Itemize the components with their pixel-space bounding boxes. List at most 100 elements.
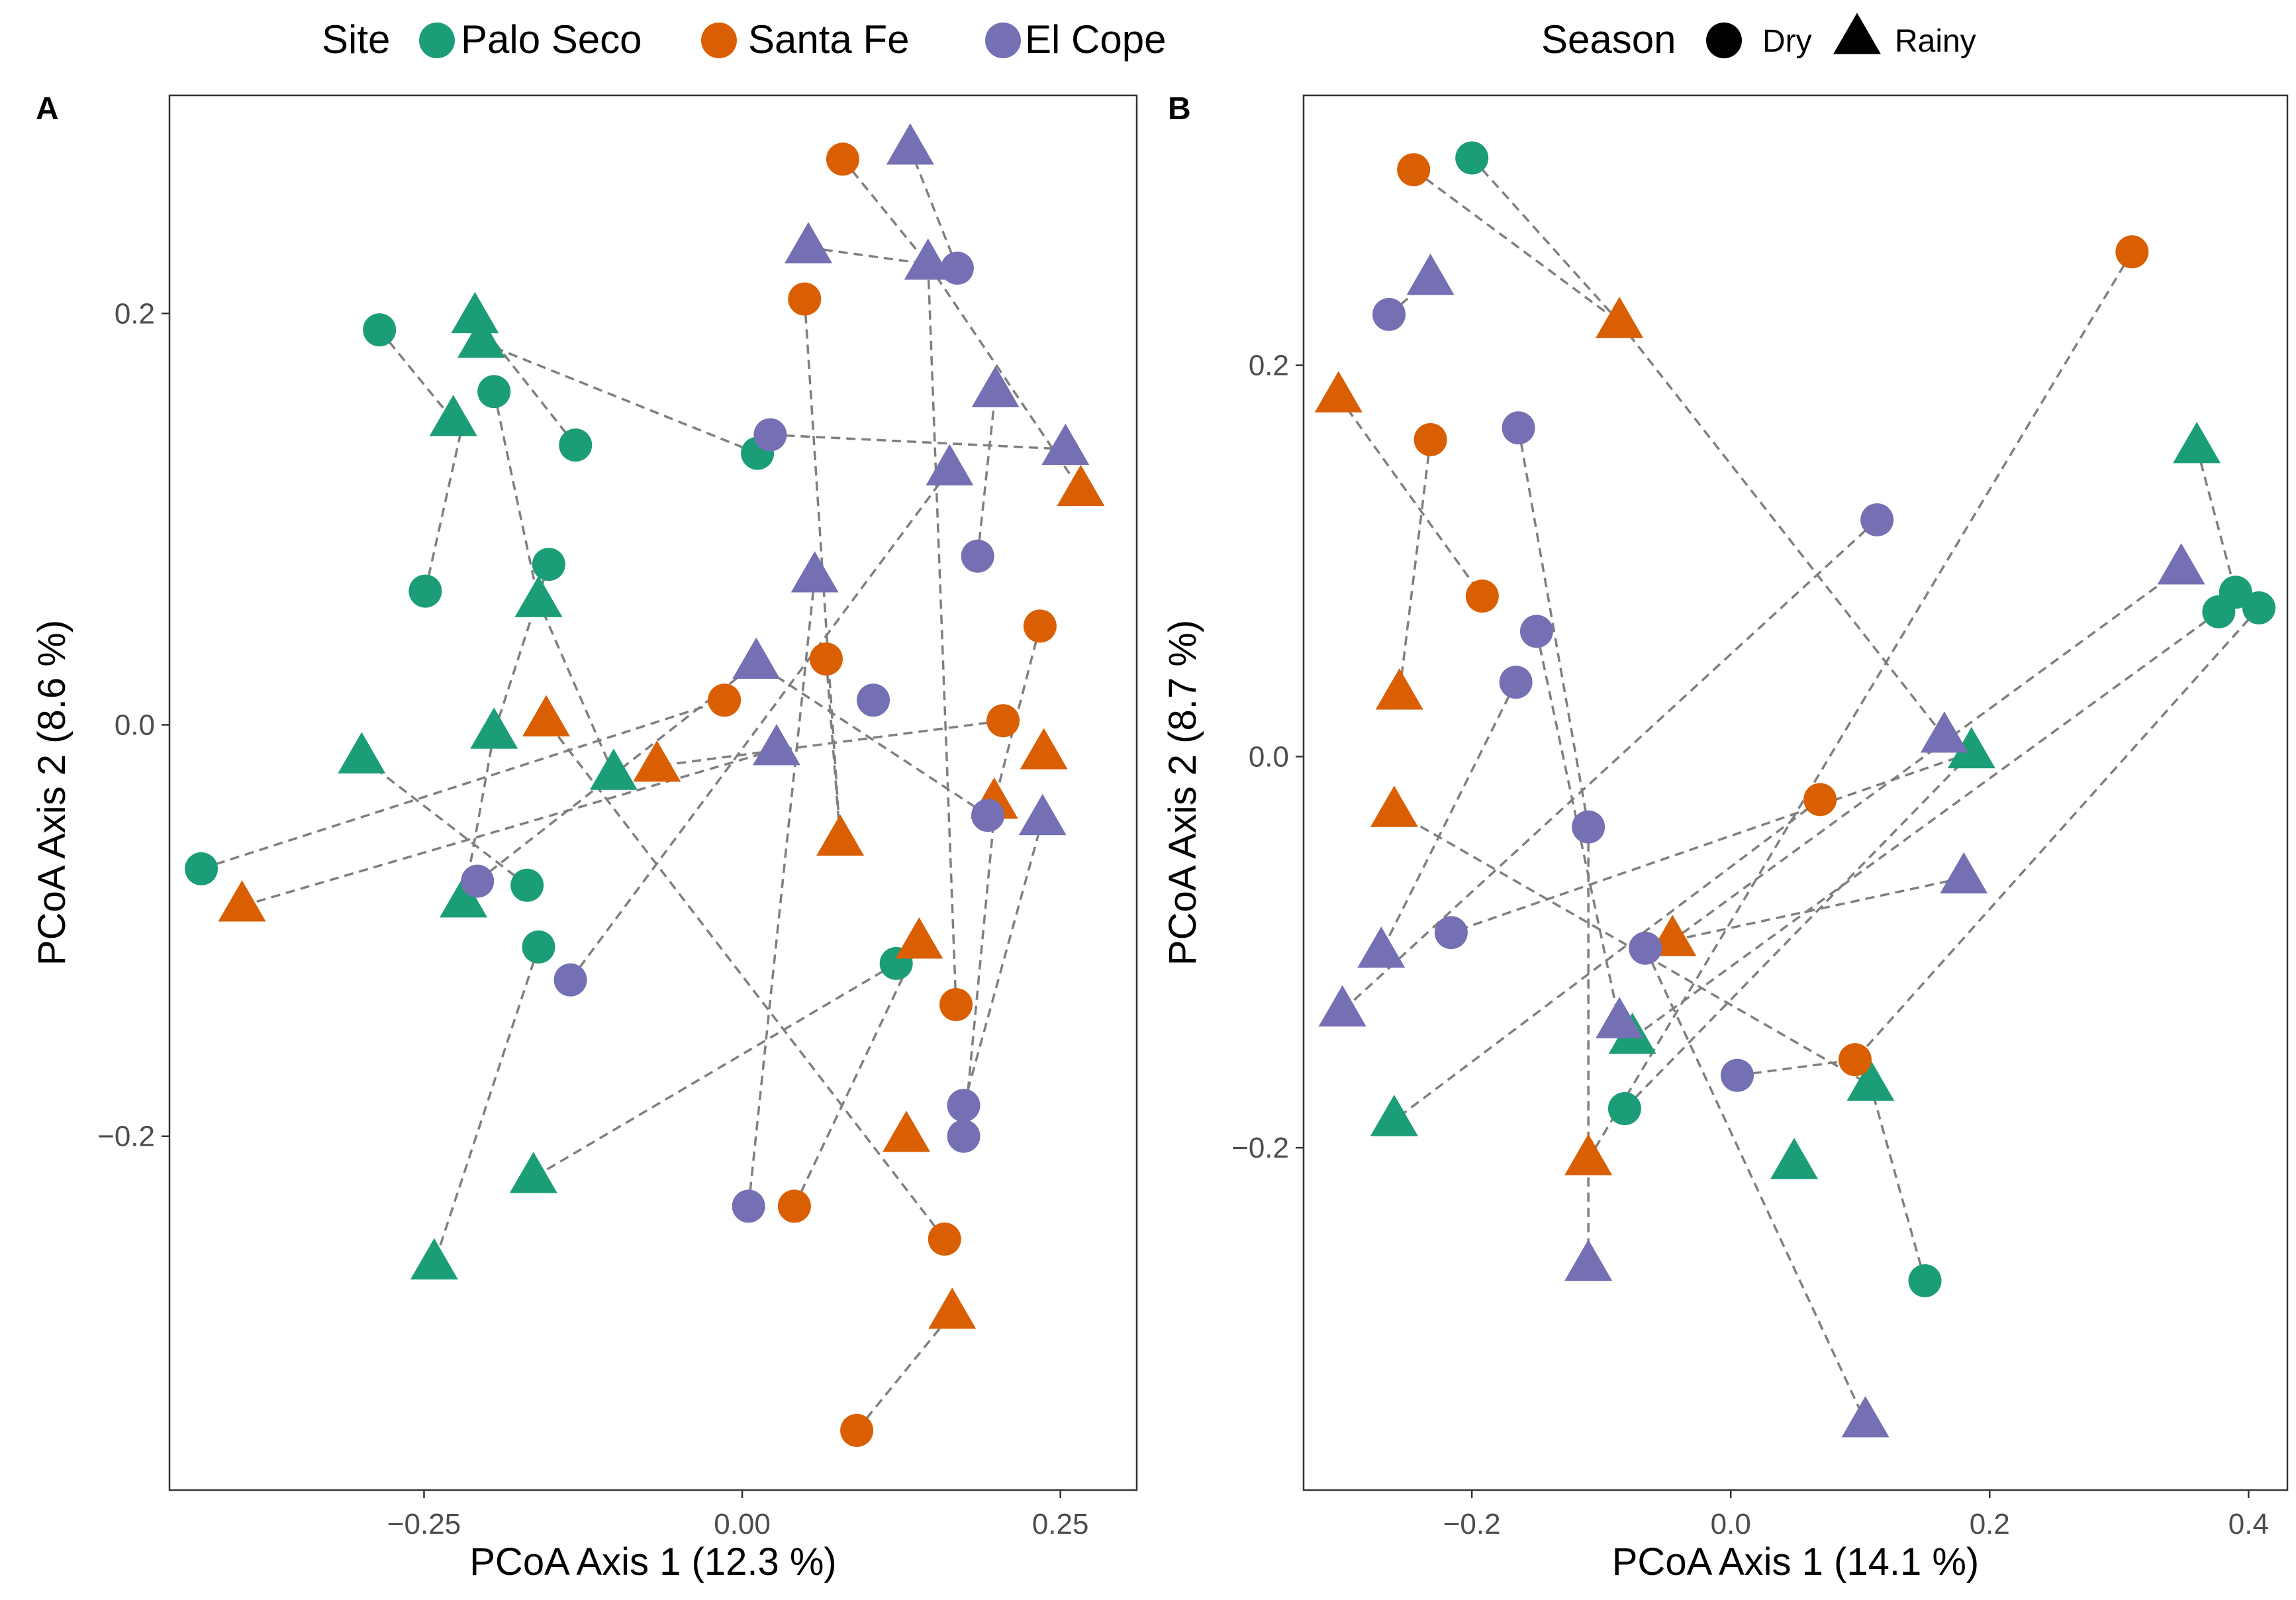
paired-sample-line xyxy=(473,317,577,446)
legend-season-title: Season xyxy=(1541,17,1676,62)
point-el-cope-dry xyxy=(947,1119,981,1153)
point-palo-seco-dry xyxy=(2242,591,2275,625)
point-santa-fe-dry xyxy=(1838,1043,1872,1077)
point-palo-seco-dry xyxy=(363,313,397,347)
point-santa-fe-rainy xyxy=(522,695,571,736)
paired-sample-line xyxy=(1337,395,1484,597)
point-santa-fe-dry xyxy=(777,1189,811,1223)
point-el-cope-dry xyxy=(461,864,495,898)
y-tick-label: −0.2 xyxy=(1231,1132,1289,1164)
paired-sample-line xyxy=(793,942,920,1207)
point-santa-fe-rainy xyxy=(1057,464,1105,507)
legend-site-label: El Cope xyxy=(1025,17,1166,62)
plot-frame xyxy=(168,94,1138,1491)
point-el-cope-dry xyxy=(1519,615,1553,648)
paired-sample-line xyxy=(2195,447,2237,593)
point-santa-fe-dry xyxy=(1023,609,1057,643)
point-el-cope-rainy xyxy=(1318,985,1366,1027)
point-santa-fe-dry xyxy=(788,282,822,316)
point-palo-seco-dry xyxy=(1908,1264,1942,1297)
point-palo-seco-rainy xyxy=(1370,1095,1418,1136)
point-santa-fe-dry xyxy=(1803,783,1837,817)
point-santa-fe-rainy xyxy=(895,917,943,959)
point-palo-seco-rainy xyxy=(514,575,563,617)
paired-sample-line xyxy=(1451,751,1972,934)
paired-sample-line xyxy=(976,391,997,556)
point-el-cope-rainy xyxy=(2157,543,2205,585)
point-el-cope-rainy xyxy=(971,366,1020,407)
point-el-cope-dry xyxy=(1629,931,1662,965)
point-el-cope-dry xyxy=(971,799,1005,832)
point-santa-fe-dry xyxy=(1413,423,1447,456)
point-el-cope-rainy xyxy=(1041,423,1090,465)
x-tick-label: 0.2 xyxy=(1970,1508,2010,1540)
point-el-cope-dry xyxy=(732,1189,765,1223)
point-el-cope-rainy xyxy=(1596,997,1644,1038)
legend-site-title: Site xyxy=(322,17,390,62)
panel-label: B xyxy=(1168,91,1191,126)
point-palo-seco-rainy xyxy=(589,748,638,790)
x-tick-label: −0.2 xyxy=(1443,1508,1501,1540)
point-santa-fe-rainy xyxy=(816,814,865,856)
paired-sample-line xyxy=(361,756,528,887)
legend-site-label: Santa Fe xyxy=(748,17,910,62)
panel-b: B −0.2 0.0 0.2 0.4 −0.2 0.0 0.2 PCoA Axis 1 (14.… xyxy=(1148,79,2296,1597)
point-el-cope-dry xyxy=(857,683,890,717)
paired-sample-line xyxy=(1398,439,1432,695)
y-tick-label: 0.2 xyxy=(1249,350,1289,382)
point-palo-seco-rainy xyxy=(509,1152,557,1193)
paired-sample-line xyxy=(1587,251,2133,1160)
point-santa-fe-rainy xyxy=(218,880,266,922)
point-el-cope-rainy xyxy=(1018,793,1067,836)
y-tick-label: −0.2 xyxy=(97,1121,155,1153)
point-el-cope-rainy xyxy=(886,123,934,165)
point-santa-fe-dry xyxy=(1397,153,1431,187)
paired-sample-line xyxy=(1672,876,1964,942)
point-palo-seco-dry xyxy=(477,375,511,409)
point-el-cope-dry xyxy=(1502,411,1535,445)
point-palo-seco-rainy xyxy=(1846,1059,1895,1101)
legend: Site Palo Seco Santa Fe El Cope Season Dry Rai… xyxy=(322,13,1976,62)
point-el-cope-rainy xyxy=(1564,1239,1613,1281)
point-santa-fe-dry xyxy=(840,1413,874,1447)
paired-sample-line xyxy=(1517,427,1590,827)
legend-site-swatch xyxy=(419,23,455,58)
point-palo-seco-dry xyxy=(2202,595,2236,628)
legend-season-rainy-swatch xyxy=(1833,13,1881,54)
point-el-cope-dry xyxy=(1499,666,1533,699)
point-el-cope-dry xyxy=(1572,810,1605,844)
point-palo-seco-dry xyxy=(532,548,565,581)
point-santa-fe-dry xyxy=(939,987,973,1021)
paired-sample-line xyxy=(926,264,957,1005)
point-el-cope-dry xyxy=(961,539,994,573)
point-palo-seco-rainy xyxy=(2173,422,2221,464)
point-santa-fe-dry xyxy=(986,704,1020,738)
paired-sample-line xyxy=(1869,1085,1927,1281)
y-tick-label: 0.2 xyxy=(115,297,155,330)
point-el-cope-rainy xyxy=(1406,253,1455,295)
paired-sample-line xyxy=(1618,321,1946,738)
point-el-cope-rainy xyxy=(790,551,839,593)
point-el-cope-rainy xyxy=(1940,852,1988,894)
paired-sample-line xyxy=(1623,752,1973,1110)
point-palo-seco-dry xyxy=(522,930,555,964)
point-palo-seco-dry xyxy=(185,852,218,885)
point-santa-fe-rainy xyxy=(1314,371,1363,413)
paired-sample-line xyxy=(770,433,1066,451)
point-el-cope-rainy xyxy=(1357,926,1406,968)
point-santa-fe-rainy xyxy=(928,1287,977,1329)
point-santa-fe-dry xyxy=(2115,235,2149,269)
point-el-cope-dry xyxy=(753,418,787,452)
paired-sample-line xyxy=(841,158,930,265)
legend-site-label: Palo Seco xyxy=(461,17,642,62)
point-palo-seco-rainy xyxy=(451,291,499,334)
point-el-cope-rainy xyxy=(904,238,952,280)
x-tick-label: 0.4 xyxy=(2228,1508,2269,1540)
point-palo-seco-rainy xyxy=(429,395,477,436)
legend-season-label: Dry xyxy=(1762,24,1812,59)
paired-sample-line xyxy=(424,420,465,591)
point-el-cope-dry xyxy=(940,251,974,285)
point-santa-fe-rainy xyxy=(1564,1134,1613,1175)
x-tick-label: −0.25 xyxy=(387,1508,461,1540)
